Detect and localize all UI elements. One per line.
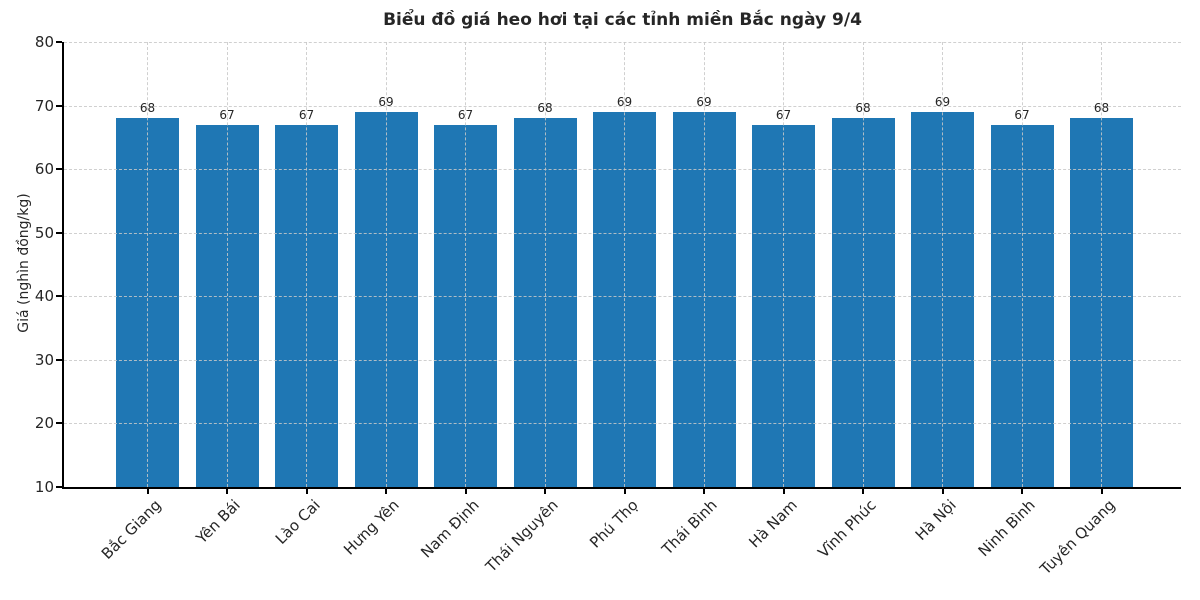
x-tick-label-5: Thái Nguyên [482,496,562,576]
y-tick-label-10: 10 [34,478,54,496]
x-tick-label-9: Vĩnh Phúc [814,496,880,562]
x-tick-label-6: Phú Thọ [585,496,642,552]
chart-title: Biểu đồ giá heo hơi tại các tỉnh miền Bắ… [383,10,862,30]
bar-value-label-7: 69 [696,94,712,109]
y-tick-mark-20 [56,422,62,425]
v-gridline-11 [1021,42,1023,487]
x-tick-label-2: Lào Cai [271,496,324,548]
y-tick-mark-30 [56,358,62,361]
x-tick-mark-1 [226,489,228,494]
bar-value-label-9: 68 [855,101,871,116]
bar-value-label-3: 69 [378,94,394,109]
bar-value-label-0: 68 [139,101,156,116]
bar-value-label-6: 69 [616,94,633,109]
x-tick-mark-7 [703,489,705,494]
y-tick-mark-40 [56,295,62,298]
x-tick-mark-12 [1100,489,1103,494]
y-tick-label-30: 30 [34,350,54,369]
x-tick-label-10: Hà Nội [911,496,960,544]
v-gridline-1 [226,42,228,487]
y-tick-label-70: 70 [34,96,54,115]
v-gridline-4 [465,42,466,487]
bar-value-label-5: 68 [537,101,553,116]
y-tick-label-20: 20 [34,414,54,433]
v-gridline-3 [385,42,387,487]
h-gridline-60 [64,169,1181,171]
v-gridline-2 [306,42,307,487]
x-tick-mark-10 [941,489,944,494]
bar-value-label-4: 67 [457,107,474,122]
x-tick-mark-4 [464,489,467,494]
x-tick-mark-5 [544,489,546,494]
x-tick-mark-8 [782,489,785,494]
h-gridline-80 [64,42,1181,43]
v-gridline-9 [862,42,864,487]
bar-value-label-8: 67 [775,107,792,122]
bar-value-label-10: 69 [934,94,951,109]
v-gridline-10 [942,42,943,487]
bar-value-label-1: 67 [219,107,235,122]
y-tick-mark-50 [56,231,62,234]
y-tick-mark-80 [56,41,62,43]
x-tick-label-0: Bắc Giang [97,496,165,563]
x-tick-label-11: Ninh Bình [974,496,1039,561]
x-tick-label-1: Yên Bái [192,496,244,548]
y-tick-mark-70 [56,104,62,107]
y-axis-spine [62,42,64,489]
x-tick-label-12: Tuyên Quang [1035,496,1119,579]
h-gridline-30 [64,359,1181,361]
v-gridline-7 [703,42,705,487]
x-axis-spine [62,487,1181,489]
x-tick-mark-2 [305,489,308,494]
x-tick-label-8: Hà Nam [744,496,801,552]
plot-area: 68 67 67 69 67 68 69 69 67 68 69 67 68 [64,42,1181,487]
bar-value-label-12: 68 [1093,101,1110,116]
h-gridline-40 [64,296,1181,298]
h-gridline-20 [64,423,1181,425]
y-tick-label-50: 50 [34,223,54,242]
y-tick-mark-60 [56,168,62,171]
y-tick-label-60: 60 [34,160,54,179]
y-tick-label-80: 80 [34,33,54,51]
bar-value-label-11: 67 [1014,107,1030,122]
y-tick-mark-10 [56,486,62,488]
bar-value-label-2: 67 [298,107,315,122]
x-tick-label-4: Nam Định [416,496,483,562]
h-gridline-70 [64,105,1181,107]
v-gridline-6 [624,42,625,487]
v-gridline-12 [1101,42,1102,487]
v-gridline-5 [544,42,546,487]
x-tick-mark-6 [623,489,626,494]
x-tick-mark-11 [1021,489,1023,494]
v-gridline-8 [783,42,784,487]
x-tick-mark-9 [862,489,864,494]
x-tick-mark-0 [146,489,149,494]
x-tick-label-3: Hưng Yên [340,496,403,559]
y-axis-label: Giá (nghìn đồng/kg) [16,193,32,333]
v-gridline-0 [147,42,148,487]
y-tick-label-40: 40 [34,287,54,306]
x-tick-mark-3 [385,489,387,494]
h-gridline-50 [64,232,1181,234]
x-tick-label-7: Thái Bình [658,496,721,559]
